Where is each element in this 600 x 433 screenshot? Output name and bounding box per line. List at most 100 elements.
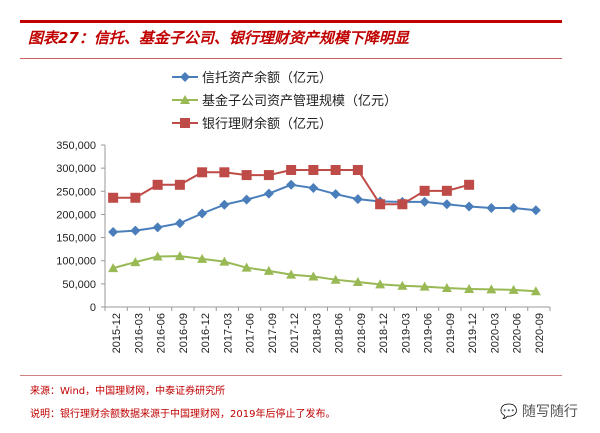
- data-point: [330, 274, 341, 284]
- data-point: [352, 164, 363, 175]
- x-tick-label: 2017-06: [245, 313, 257, 353]
- legend-label: 银行理财余额（亿元）: [202, 116, 332, 132]
- x-tick-label: 2015-12: [111, 313, 123, 353]
- data-point: [530, 286, 541, 296]
- x-tick-label: 2016-12: [200, 313, 212, 353]
- x-tick-label: 2020-09: [534, 313, 546, 353]
- data-point: [263, 188, 274, 199]
- wechat-icon: 💬: [500, 404, 518, 420]
- data-point: [375, 279, 386, 289]
- data-point: [419, 196, 430, 207]
- x-tick-label: 2019-09: [445, 313, 457, 353]
- bottom-rule: [20, 375, 562, 376]
- x-tick-label: 2017-12: [289, 313, 301, 353]
- x-tick-label: 2020-06: [512, 313, 524, 353]
- data-point: [130, 257, 141, 267]
- note-text: 说明：银行理财余额数据来源于中国理财网，2019年后停止了发布。: [30, 409, 336, 420]
- data-point: [219, 256, 230, 266]
- x-tick-label: 2019-03: [400, 313, 412, 353]
- x-tick-label: 2018-09: [356, 313, 368, 353]
- data-point: [286, 164, 297, 175]
- data-point: [130, 225, 141, 236]
- data-point: [108, 192, 119, 203]
- data-point: [441, 283, 452, 293]
- y-tick-label: 250,000: [56, 186, 96, 198]
- x-tick-label: 2016-09: [178, 313, 190, 353]
- x-tick-label: 2019-12: [467, 313, 479, 353]
- data-point: [464, 283, 475, 293]
- data-point: [419, 281, 430, 291]
- x-tick-label: 2016-06: [156, 313, 168, 353]
- data-point: [174, 179, 185, 190]
- x-tick-label: 2018-03: [311, 313, 323, 353]
- data-point: [397, 199, 408, 210]
- legend-label: 信托资产余额（亿元）: [202, 70, 332, 86]
- data-point: [197, 167, 208, 178]
- legend-marker: [180, 118, 190, 128]
- data-point: [108, 227, 119, 238]
- x-tick-label: 2019-06: [423, 313, 435, 353]
- data-point: [241, 262, 252, 272]
- y-tick-label: 0: [90, 302, 96, 314]
- y-tick-label: 100,000: [56, 256, 96, 268]
- data-point: [330, 164, 341, 175]
- watermark-text: 随写随行: [521, 404, 578, 420]
- legend-marker: [180, 72, 190, 82]
- data-point: [219, 167, 230, 178]
- series-line-1: [112, 255, 536, 293]
- data-point: [286, 269, 297, 279]
- legend-label: 基金子公司资产管理规模（亿元）: [202, 93, 397, 109]
- data-point: [152, 179, 163, 190]
- data-point: [352, 194, 363, 205]
- data-point: [375, 199, 386, 210]
- data-point: [330, 189, 341, 200]
- data-point: [352, 277, 363, 287]
- data-point: [286, 179, 297, 190]
- data-point: [152, 251, 163, 261]
- y-tick-label: 200,000: [56, 209, 96, 221]
- data-point: [197, 208, 208, 219]
- data-point: [263, 170, 274, 181]
- watermark: 💬 随写随行: [500, 401, 578, 421]
- data-point: [174, 251, 185, 261]
- source-text: 来源：Wind，中国理财网，中泰证券研究所: [30, 386, 226, 397]
- data-point: [441, 199, 452, 210]
- data-point: [486, 202, 497, 213]
- y-tick-label: 150,000: [56, 233, 96, 245]
- data-point: [419, 185, 430, 196]
- data-point: [508, 284, 519, 294]
- x-tick-label: 2016-03: [133, 313, 145, 353]
- x-tick-label: 2018-12: [378, 313, 390, 353]
- legend-marker: [180, 95, 190, 104]
- x-tick-label: 2018-06: [334, 313, 346, 353]
- data-point: [241, 170, 252, 181]
- data-point: [219, 199, 230, 210]
- data-point: [464, 201, 475, 212]
- data-point: [508, 202, 519, 213]
- data-point: [174, 218, 185, 229]
- chart-title: 图表27：信托、基金子公司、银行理财资产规模下降明显: [28, 29, 409, 47]
- title-rule: [20, 58, 562, 59]
- y-tick-label: 300,000: [56, 163, 96, 175]
- data-point: [530, 205, 541, 216]
- data-point: [241, 194, 252, 205]
- data-point: [308, 183, 319, 194]
- x-tick-label: 2017-03: [222, 313, 234, 353]
- series-line-0: [113, 183, 536, 234]
- x-tick-label: 2017-09: [267, 313, 279, 353]
- top-rule: [20, 20, 562, 23]
- data-point: [152, 222, 163, 233]
- y-tick-label: 350,000: [56, 140, 96, 152]
- y-tick-label: 50,000: [62, 279, 96, 291]
- data-point: [486, 284, 497, 294]
- data-point: [308, 164, 319, 175]
- data-point: [397, 280, 408, 290]
- data-point: [108, 263, 119, 273]
- data-point: [308, 271, 319, 281]
- data-point: [464, 179, 475, 190]
- x-tick-label: 2020-03: [489, 313, 501, 353]
- data-point: [197, 253, 208, 263]
- data-point: [130, 192, 141, 203]
- data-point: [441, 185, 452, 196]
